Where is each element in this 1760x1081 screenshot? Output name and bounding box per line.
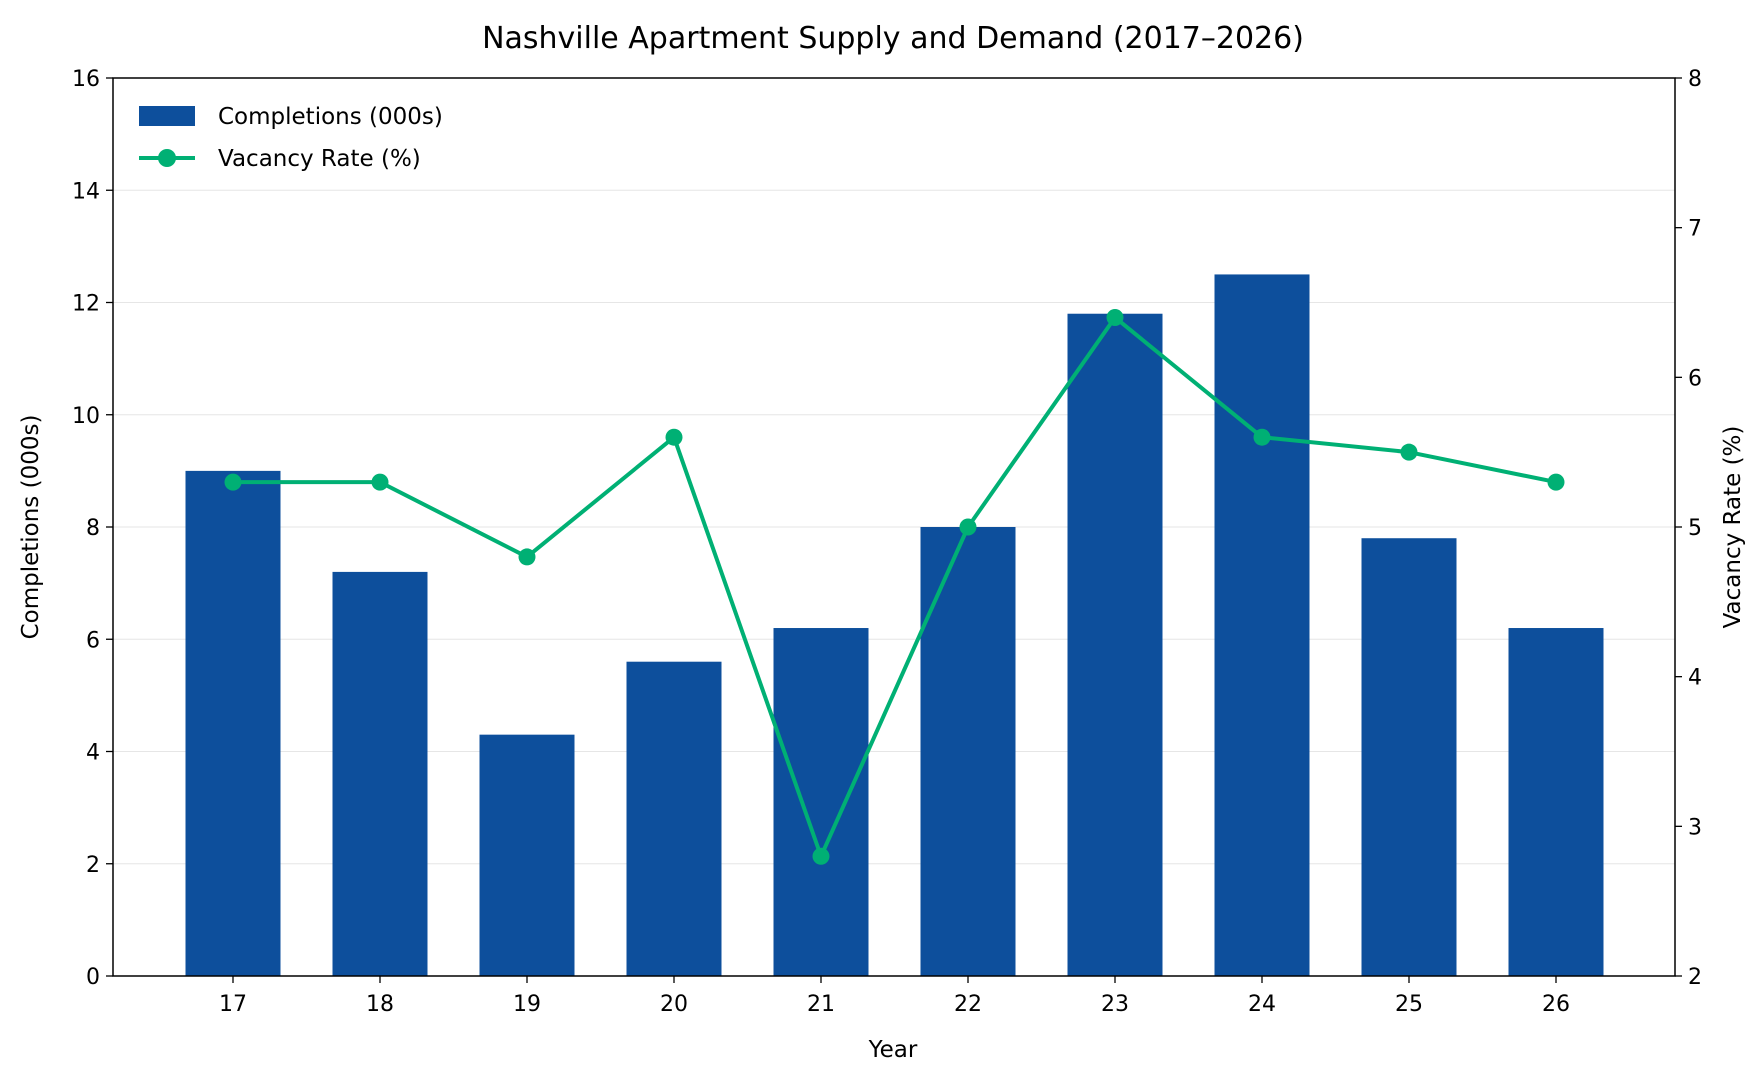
y2-tick-label: 6 <box>1688 366 1702 391</box>
y2-axis-label: Vacancy Rate (%) <box>1720 426 1746 629</box>
y-tick-label: 10 <box>72 404 100 429</box>
legend-label-vacancy: Vacancy Rate (%) <box>218 146 421 172</box>
y2-tick-label: 5 <box>1688 516 1702 541</box>
y-tick-label: 0 <box>86 965 100 990</box>
y2-tick-label: 8 <box>1688 67 1702 92</box>
bar-19 <box>479 734 575 976</box>
vacancy-point-23 <box>1106 308 1124 326</box>
vacancy-line <box>233 315 1557 859</box>
x-tick-label: 24 <box>1248 992 1276 1017</box>
bar-21 <box>773 628 869 976</box>
vacancy-point-19 <box>518 548 536 566</box>
bar-18 <box>332 571 428 976</box>
bar-23 <box>1067 313 1163 977</box>
y2-tick-label: 7 <box>1688 217 1702 242</box>
x-tick-label: 26 <box>1542 992 1570 1017</box>
y-tick-label: 6 <box>86 628 100 653</box>
vacancy-point-18 <box>371 473 389 491</box>
y-tick-label: 4 <box>86 741 100 766</box>
vacancy-point-21 <box>812 847 830 865</box>
x-axis-label: Year <box>868 1037 918 1063</box>
vacancy-point-17 <box>224 473 242 491</box>
x-tick-label: 18 <box>366 992 394 1017</box>
legend-bar-swatch <box>139 106 195 126</box>
x-tick-label: 19 <box>513 992 541 1017</box>
chart-title: Nashville Apartment Supply and Demand (2… <box>482 21 1304 56</box>
bar-25 <box>1361 538 1457 976</box>
y-axis-label: Completions (000s) <box>18 415 44 640</box>
x-tick-label: 20 <box>660 992 688 1017</box>
y2-tick-label: 4 <box>1688 666 1702 691</box>
vacancy-point-22 <box>959 518 977 536</box>
y2-tick-label: 2 <box>1688 965 1702 990</box>
vacancy-point-26 <box>1547 473 1565 491</box>
bar-26 <box>1508 628 1604 976</box>
y-tick-label: 14 <box>72 179 100 204</box>
bar-17 <box>185 470 281 976</box>
y-tick-label: 16 <box>72 67 100 92</box>
legend-label-completions: Completions (000s) <box>218 104 443 130</box>
legend: Completions (000s) Vacancy Rate (%) <box>139 104 443 172</box>
vacancy-point-20 <box>665 428 683 446</box>
x-tick-label: 21 <box>807 992 835 1017</box>
x-tick-label: 17 <box>219 992 247 1017</box>
y2-tick-label: 3 <box>1688 815 1702 840</box>
vacancy-point-24 <box>1253 428 1271 446</box>
y-tick-label: 8 <box>86 516 100 541</box>
y-tick-label: 2 <box>86 853 100 878</box>
legend-line-marker <box>158 149 176 167</box>
bar-20 <box>626 661 722 976</box>
x-tick-label: 25 <box>1395 992 1423 1017</box>
x-tick-label: 23 <box>1101 992 1129 1017</box>
bar-22 <box>920 527 1016 976</box>
y-tick-label: 12 <box>72 292 100 317</box>
plot-frame <box>112 77 1676 977</box>
x-tick-label: 22 <box>954 992 982 1017</box>
bar-24 <box>1214 274 1310 976</box>
vacancy-point-25 <box>1400 443 1418 461</box>
